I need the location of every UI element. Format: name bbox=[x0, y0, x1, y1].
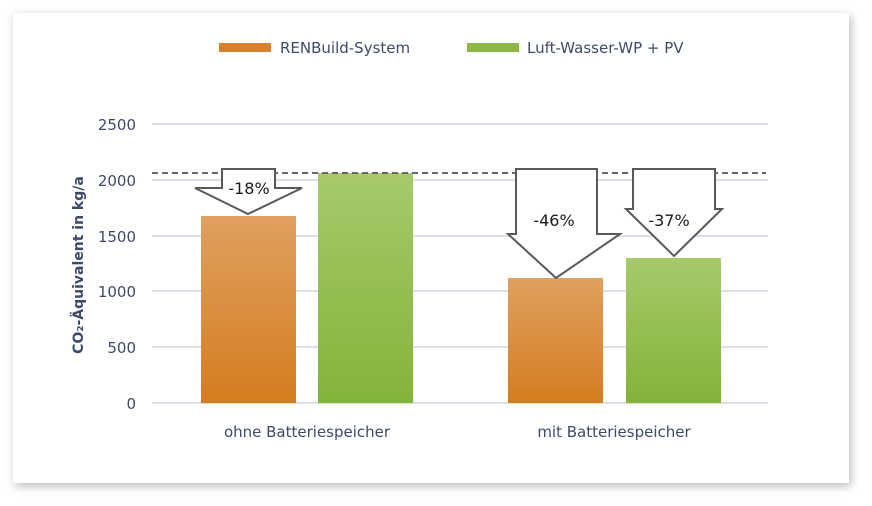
annotation-label: -37% bbox=[648, 211, 689, 230]
y-tick: 2500 bbox=[98, 116, 136, 134]
y-axis-label: CO₂-Äquivalent in kg/a bbox=[70, 176, 87, 354]
annotation-arrow-37: -37% bbox=[623, 168, 725, 258]
bar-luft-wasser-ohne bbox=[318, 173, 413, 403]
bars bbox=[201, 173, 721, 403]
legend-swatch-luft-wasser bbox=[467, 43, 519, 52]
annotation-arrow-18: -18% bbox=[194, 168, 303, 216]
bar-renbuild-ohne bbox=[201, 216, 296, 403]
x-category-label: mit Batteriespeicher bbox=[537, 423, 691, 441]
x-category-label: ohne Batteriespeicher bbox=[224, 423, 391, 441]
annotation-label: -46% bbox=[533, 211, 574, 230]
annotation-label: -18% bbox=[228, 179, 269, 198]
y-tick: 0 bbox=[126, 395, 136, 413]
legend-label-renbuild: RENBuild-System bbox=[280, 39, 410, 57]
y-tick: 2000 bbox=[98, 172, 136, 190]
y-tick: 1500 bbox=[98, 228, 136, 246]
legend-label-luft-wasser: Luft-Wasser-WP + PV bbox=[527, 39, 684, 57]
chart-card bbox=[13, 13, 849, 483]
annotation-arrow-46: -46% bbox=[505, 168, 624, 280]
y-axis-ticks: 2500 2000 1500 1000 500 0 bbox=[98, 116, 136, 413]
legend: RENBuild-System Luft-Wasser-WP + PV bbox=[219, 39, 684, 57]
bar-luft-wasser-mit bbox=[626, 258, 721, 403]
legend-swatch-renbuild bbox=[219, 43, 271, 52]
y-tick: 1000 bbox=[98, 283, 136, 301]
bar-renbuild-mit bbox=[508, 278, 603, 403]
y-tick: 500 bbox=[107, 339, 136, 357]
